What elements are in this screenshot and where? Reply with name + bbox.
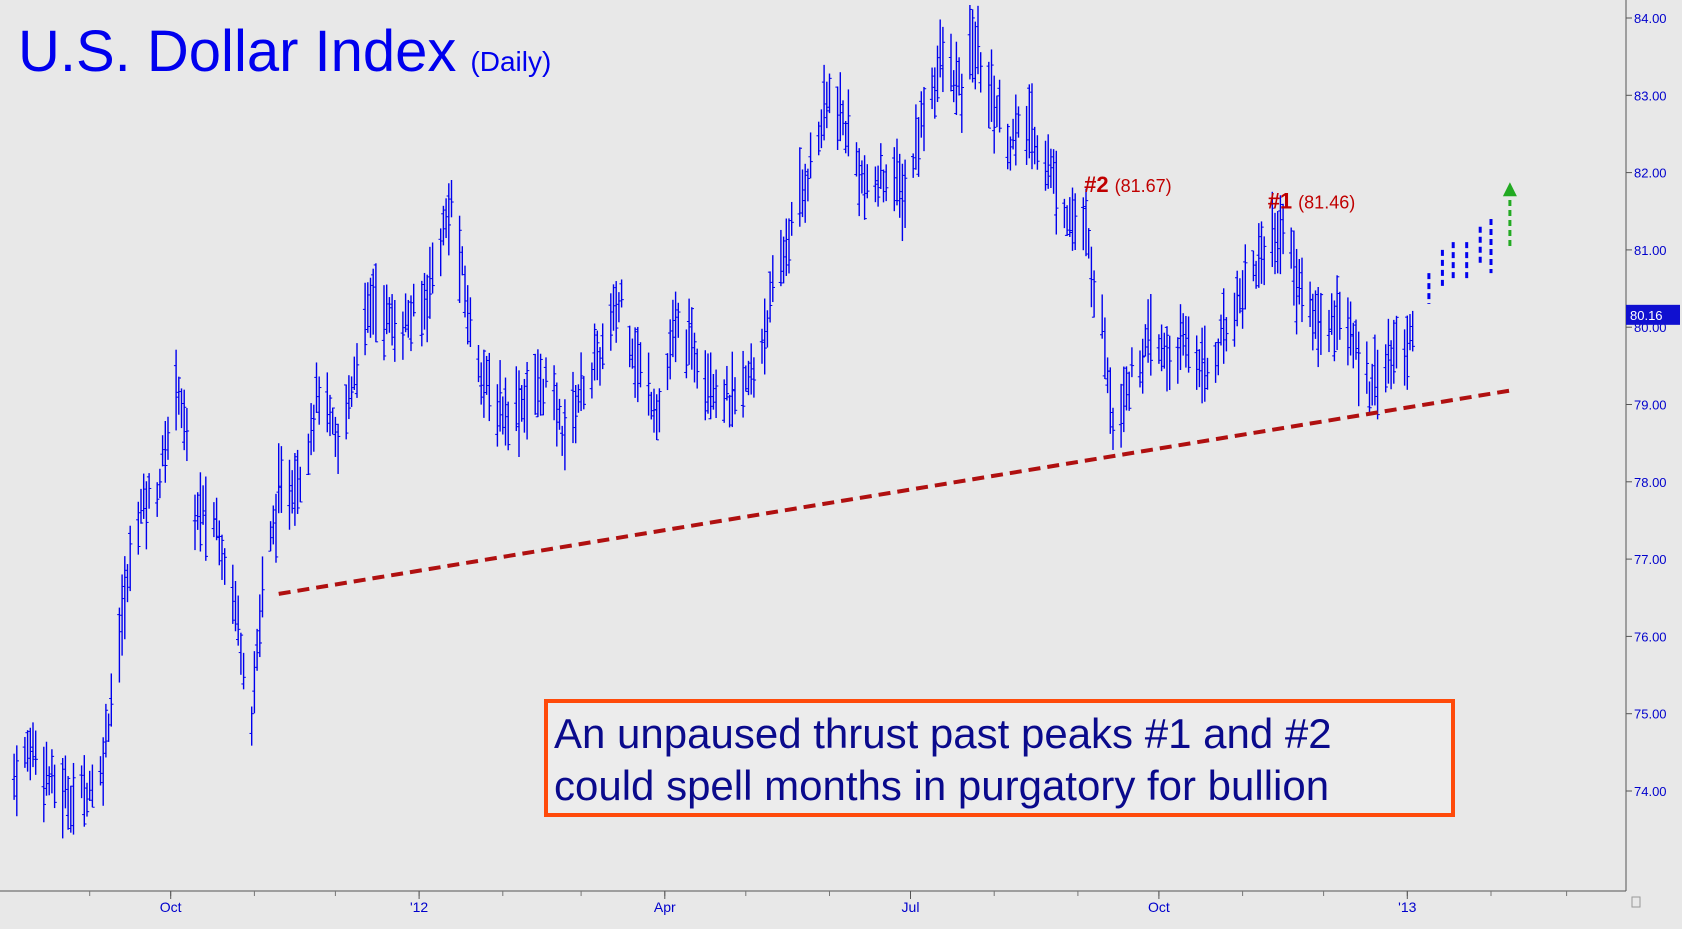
- x-tick-label: Jul: [902, 899, 920, 915]
- last-price-label: 80.16: [1630, 308, 1663, 323]
- y-tick-label: 79.00: [1634, 398, 1667, 413]
- peak-annotations: #2 (81.67) #1 (81.46): [1084, 172, 1355, 213]
- y-tick-label: 75.00: [1634, 707, 1667, 722]
- y-tick-label: 84.00: [1634, 11, 1667, 26]
- x-tick-label: Apr: [654, 899, 676, 915]
- chart-title: U.S. Dollar Index (Daily): [18, 18, 551, 85]
- y-tick-label: 74.00: [1634, 784, 1667, 799]
- corner-box: [1631, 896, 1641, 908]
- subtitle-text: (Daily): [470, 46, 552, 77]
- x-tick-label: '13: [1398, 899, 1416, 915]
- target-arrow: [1502, 182, 1517, 247]
- x-tick-label: Oct: [160, 899, 182, 915]
- y-tick-label: 77.00: [1634, 552, 1667, 567]
- note-line-1: An unpaused thrust past peaks #1 and #2: [554, 710, 1332, 757]
- peak-annotation-label: #2 (81.67): [1084, 172, 1172, 197]
- y-tick-label: 78.00: [1634, 475, 1667, 490]
- x-tick-label: '12: [410, 899, 428, 915]
- y-tick-label: 81.00: [1634, 243, 1667, 258]
- target-arrow-head: [1502, 182, 1517, 197]
- y-tick-label: 82.00: [1634, 166, 1667, 181]
- y-tick-label: 76.00: [1634, 629, 1667, 644]
- peak-annotation-label: #1 (81.46): [1268, 188, 1356, 213]
- note-line-2: could spell months in purgatory for bull…: [554, 762, 1330, 809]
- projected-bars: [1427, 218, 1493, 305]
- title-text: U.S. Dollar Index: [18, 19, 457, 84]
- note-box: An unpaused thrust past peaks #1 and #2 …: [544, 699, 1455, 817]
- price-bars: [11, 4, 1415, 839]
- last-price-badge: [1626, 304, 1680, 325]
- y-tick-label: 83.00: [1634, 88, 1667, 103]
- x-tick-label: Oct: [1148, 899, 1170, 915]
